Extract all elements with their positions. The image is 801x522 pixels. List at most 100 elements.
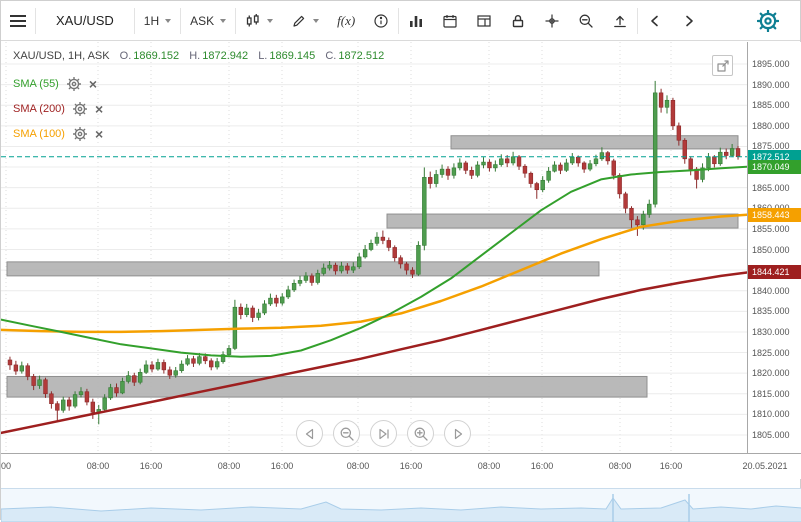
price-chart-svg[interactable]	[1, 42, 747, 453]
time-tick-label: 08:00	[477, 461, 501, 471]
chart-nav-controls	[296, 420, 471, 447]
instrument-title: XAU/USD, 1H, ASK	[13, 50, 110, 62]
lock-icon	[513, 14, 524, 27]
price-tick-label: 1830.000	[752, 326, 790, 337]
close-icon: ×	[88, 75, 98, 92]
info-button[interactable]	[364, 1, 398, 41]
toolbar-separator	[398, 7, 400, 34]
zoom-in-icon	[414, 427, 428, 441]
price-badge-sma-55: 1870.049	[748, 159, 801, 174]
gear-icon	[66, 76, 81, 91]
upload-icon	[614, 15, 627, 27]
sma55-remove-button[interactable]: ×	[89, 77, 97, 91]
legend-label-0: SMA (55)	[13, 77, 59, 90]
crosshair-icon	[545, 13, 560, 28]
drawing-tools-dropdown[interactable]	[282, 1, 328, 41]
high-value: 1872.942	[202, 50, 249, 62]
panels-layout-button[interactable]	[467, 1, 501, 41]
chevron-down-icon	[165, 18, 172, 23]
open-label: O.	[119, 50, 132, 62]
sma100-remove-button[interactable]: ×	[95, 127, 103, 141]
price-tick-label: 1820.000	[752, 368, 790, 379]
expand-icon	[716, 59, 729, 72]
triangle-right-icon	[454, 428, 462, 439]
time-tick-label: 16:00	[270, 461, 294, 471]
low-label: L.	[258, 50, 268, 62]
chart-area: 1895.000 1890.000 1885.000 1880.000 1875.000…	[1, 42, 801, 479]
sma55-settings-button[interactable]	[66, 76, 81, 91]
toolbar-separator	[180, 7, 182, 34]
price-tick-label: 1840.000	[752, 285, 790, 296]
close-icon: ×	[94, 125, 104, 142]
price-tick-label: 1885.000	[752, 100, 790, 111]
hamburger-icon	[10, 14, 26, 27]
time-tick-label: 16:00	[530, 461, 554, 471]
price-axis[interactable]: 1895.000 1890.000 1885.000 1880.000 1875.000…	[747, 42, 801, 453]
gear-icon	[757, 9, 779, 32]
zoom-out-button[interactable]	[569, 1, 603, 41]
jump-to-latest-button[interactable]	[370, 420, 397, 447]
time-tick-label: 16:00	[399, 461, 423, 471]
histogram-icon	[410, 15, 423, 27]
skip-to-end-icon	[378, 428, 389, 439]
price-tick-label: 1855.000	[752, 223, 790, 234]
chevron-right-icon	[686, 15, 694, 26]
volume-histogram-button[interactable]	[399, 1, 433, 41]
time-tick-label: 16:00	[139, 461, 163, 471]
panel-layout-icon	[477, 14, 491, 27]
time-tick-label: 20.05.2021	[742, 461, 788, 471]
fx-label: f(x)	[337, 12, 356, 28]
toolbar-separator	[133, 7, 135, 34]
timeframe-dropdown[interactable]: 1H	[135, 1, 180, 41]
calendar-icon	[443, 13, 457, 28]
settings-button[interactable]	[748, 1, 788, 41]
fullscreen-button[interactable]	[712, 55, 733, 76]
pan-right-button[interactable]	[444, 420, 471, 447]
price-source-label: ASK	[190, 13, 215, 28]
zoom-in-chart-button[interactable]	[407, 420, 434, 447]
price-tick-label: 1875.000	[752, 141, 790, 152]
chevron-down-icon	[220, 18, 227, 23]
scroll-back-button[interactable]	[638, 1, 672, 41]
price-source-dropdown[interactable]: ASK	[181, 1, 235, 41]
chevron-left-icon	[651, 15, 659, 26]
legend-label-2: SMA (100)	[13, 127, 65, 140]
symbol-selector[interactable]: XAU/USD	[36, 1, 134, 41]
chart-navigator[interactable]	[1, 488, 801, 522]
time-tick-label: 00	[1, 461, 12, 471]
sma200-remove-button[interactable]: ×	[95, 102, 103, 116]
navigator-svg[interactable]	[1, 489, 801, 522]
toolbar-separator	[35, 7, 36, 34]
time-axis[interactable]: 00 08:00 16:00 08:00 16:00 08:00 16:00 08:00 16:…	[1, 453, 801, 479]
time-tick-label: 08:00	[217, 461, 241, 471]
export-chart-button[interactable]	[603, 1, 637, 41]
sma100-settings-button[interactable]	[72, 126, 87, 141]
scroll-forward-button[interactable]	[672, 1, 706, 41]
legend-row-sma100: SMA (100) ×	[13, 121, 384, 146]
close-label: C.	[325, 50, 337, 62]
price-tick-label: 1895.000	[752, 59, 790, 69]
crosshair-button[interactable]	[535, 1, 569, 41]
chevron-down-icon	[313, 18, 320, 23]
timeframe-label: 1H	[143, 13, 160, 28]
chevron-down-icon	[267, 18, 274, 23]
lock-drawings-button[interactable]	[501, 1, 535, 41]
pencil-icon	[293, 15, 305, 27]
price-tick-label: 1850.000	[752, 244, 790, 255]
pan-left-button[interactable]	[296, 420, 323, 447]
economic-calendar-button[interactable]	[433, 1, 467, 41]
toolbar-separator	[235, 7, 237, 34]
legend-row-sma200: SMA (200) ×	[13, 96, 384, 121]
gear-icon	[72, 126, 87, 141]
price-tick-label: 1825.000	[752, 347, 790, 358]
chart-type-dropdown[interactable]	[236, 1, 282, 41]
time-tick-label: 08:00	[346, 461, 370, 471]
zoom-out-chart-button[interactable]	[333, 420, 360, 447]
indicators-button[interactable]: f(x)	[328, 1, 364, 41]
time-tick-label: 16:00	[659, 461, 683, 471]
triangle-left-icon	[305, 428, 313, 439]
menu-button[interactable]	[1, 1, 35, 41]
high-label: H.	[189, 50, 201, 62]
sma200-settings-button[interactable]	[72, 101, 87, 116]
